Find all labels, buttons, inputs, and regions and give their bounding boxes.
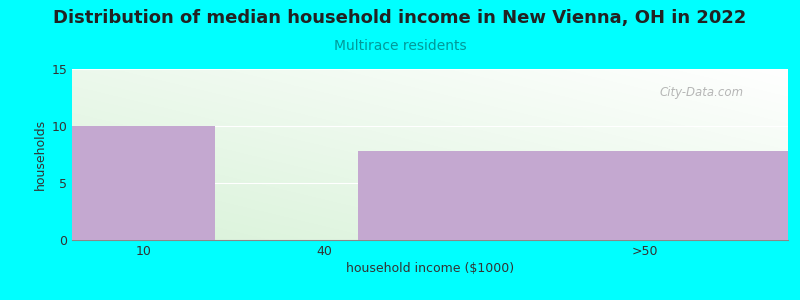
Text: Multirace residents: Multirace residents	[334, 39, 466, 53]
Text: Distribution of median household income in New Vienna, OH in 2022: Distribution of median household income …	[54, 9, 746, 27]
Text: City-Data.com: City-Data.com	[659, 86, 743, 99]
Bar	[72, 126, 215, 240]
X-axis label: household income ($1000): household income ($1000)	[346, 262, 514, 275]
Y-axis label: households: households	[34, 119, 47, 190]
Bar	[358, 151, 800, 240]
